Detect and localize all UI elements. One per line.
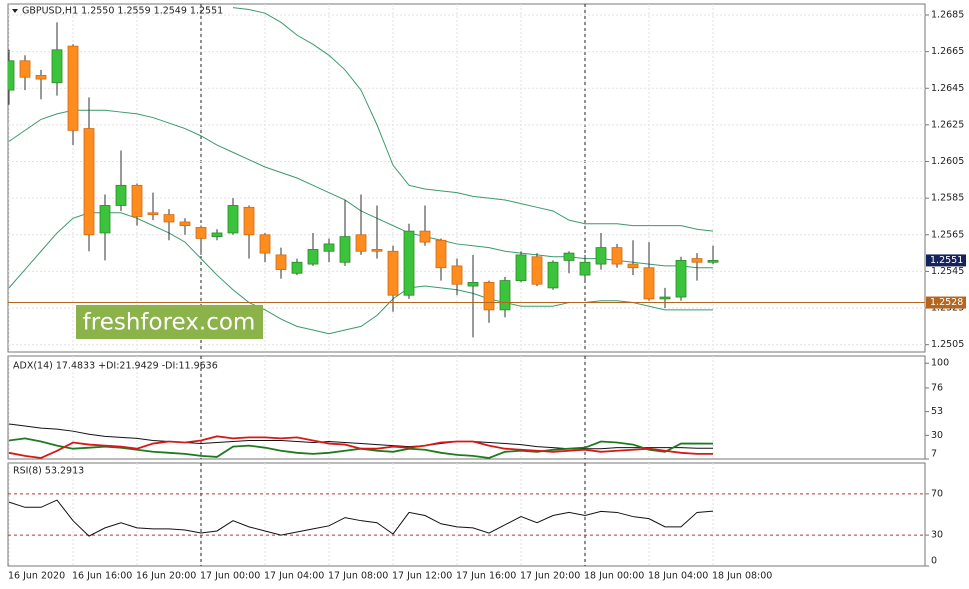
candle-body (179, 221, 191, 227)
candle-body (579, 261, 591, 276)
y-tick-label: 7 (931, 449, 937, 460)
candle-body (563, 252, 575, 261)
watermark-box (76, 305, 263, 339)
main-title: GBPUSD,H1 1.2550 1.2559 1.2549 1.2551 (22, 6, 223, 17)
candle-body (611, 247, 623, 265)
candle-body (627, 263, 639, 269)
menu-triangle (12, 9, 18, 13)
x-tick-label: 17 Jun 00:00 (200, 571, 260, 582)
candle-body (531, 256, 543, 285)
candle-body (195, 227, 207, 239)
candle-body (435, 239, 447, 269)
x-tick-label: 17 Jun 04:00 (264, 571, 324, 582)
indicator-line (8, 435, 714, 459)
candle-body (99, 205, 111, 234)
candle-body (323, 243, 335, 252)
y-tick-label: 30 (931, 430, 943, 441)
candle-body (227, 205, 239, 234)
y-tick-label: 1.2545 (931, 266, 964, 277)
y-tick-label: 1.2685 (931, 9, 964, 20)
candle-body (547, 261, 559, 289)
candle-body (51, 49, 63, 84)
x-tick-label: 16 Jun 20:00 (136, 571, 196, 582)
x-tick-label: 18 Jun 00:00 (584, 571, 644, 582)
candle-body (691, 258, 703, 263)
candle-body (387, 250, 399, 296)
adx-title: ADX(14) 17.4833 +DI:21.9429 -DI:11.9636 (13, 361, 218, 372)
x-tick-label: 18 Jun 08:00 (712, 571, 772, 582)
watermark: freshforex.com (83, 310, 256, 336)
candle-body (19, 60, 31, 78)
candle-body (483, 281, 495, 311)
candle-body (595, 247, 607, 265)
rsi-panel (7, 462, 926, 567)
candle-body (259, 234, 271, 254)
candle-body (243, 206, 255, 236)
candle-body (83, 128, 95, 236)
y-tick-label: 1.2505 (931, 339, 964, 350)
candle-body (643, 267, 655, 300)
price-box (926, 254, 966, 267)
y-tick-label: 1.2625 (931, 119, 964, 130)
x-tick-label: 17 Jun 12:00 (392, 571, 452, 582)
y-tick-label: 70 (931, 488, 943, 499)
candle-body (131, 184, 143, 217)
candle-body (707, 260, 719, 263)
candle-body (211, 232, 223, 238)
candle-body (403, 230, 415, 296)
candle-body (339, 236, 351, 263)
candle-body (419, 230, 431, 243)
indicator-line (8, 423, 714, 450)
x-tick-label: 18 Jun 04:00 (648, 571, 708, 582)
indicator-line (8, 499, 714, 537)
price-label: 1.2551 (930, 255, 963, 266)
y-tick-label: 1.2665 (931, 46, 964, 57)
x-tick-label: 17 Jun 16:00 (456, 571, 516, 582)
y-tick-label: 30 (931, 530, 943, 541)
candle-body (115, 184, 127, 206)
candle-body (275, 254, 287, 270)
plot-layer: 16 Jun 2020 16 Jun 16:00 16 Jun 20:00 17 Ju… (8, 4, 966, 582)
x-tick-label: 17 Jun 20:00 (520, 571, 580, 582)
main-panel (7, 3, 926, 353)
candle-body (355, 234, 367, 252)
candle-body (163, 214, 175, 223)
indicator-line (8, 212, 713, 335)
x-tick-label: 16 Jun 2020 (8, 571, 65, 582)
candle-body (307, 249, 319, 265)
candle-body (371, 249, 383, 252)
candle-body (147, 212, 159, 216)
y-tick-label: 53 (931, 406, 943, 417)
candle-body (467, 281, 479, 287)
y-tick-label: 100 (931, 358, 949, 369)
price-box (926, 296, 966, 309)
candle-body (8, 60, 15, 91)
y-tick-label: 76 (931, 382, 943, 393)
y-tick-label: 1.2605 (931, 156, 964, 167)
candle-body (67, 45, 79, 131)
candle-body (499, 280, 511, 311)
y-tick-label: 0 (931, 556, 937, 567)
x-tick-label: 16 Jun 16:00 (72, 571, 132, 582)
candle-body (675, 260, 687, 298)
y-tick-label: 1.2565 (931, 229, 964, 240)
x-tick-label: 17 Jun 08:00 (328, 571, 388, 582)
rsi-title: RSI(8) 53.2913 (13, 466, 84, 477)
y-tick-label: 1.2585 (931, 193, 964, 204)
candle-body (291, 261, 303, 274)
price-label: 1.2528 (930, 297, 963, 308)
candle-body (515, 254, 527, 281)
candle-body (451, 265, 463, 285)
candle-body (35, 75, 47, 80)
candle-body (659, 296, 671, 300)
y-tick-label: 1.2645 (931, 83, 964, 94)
indicator-line (232, 7, 714, 232)
